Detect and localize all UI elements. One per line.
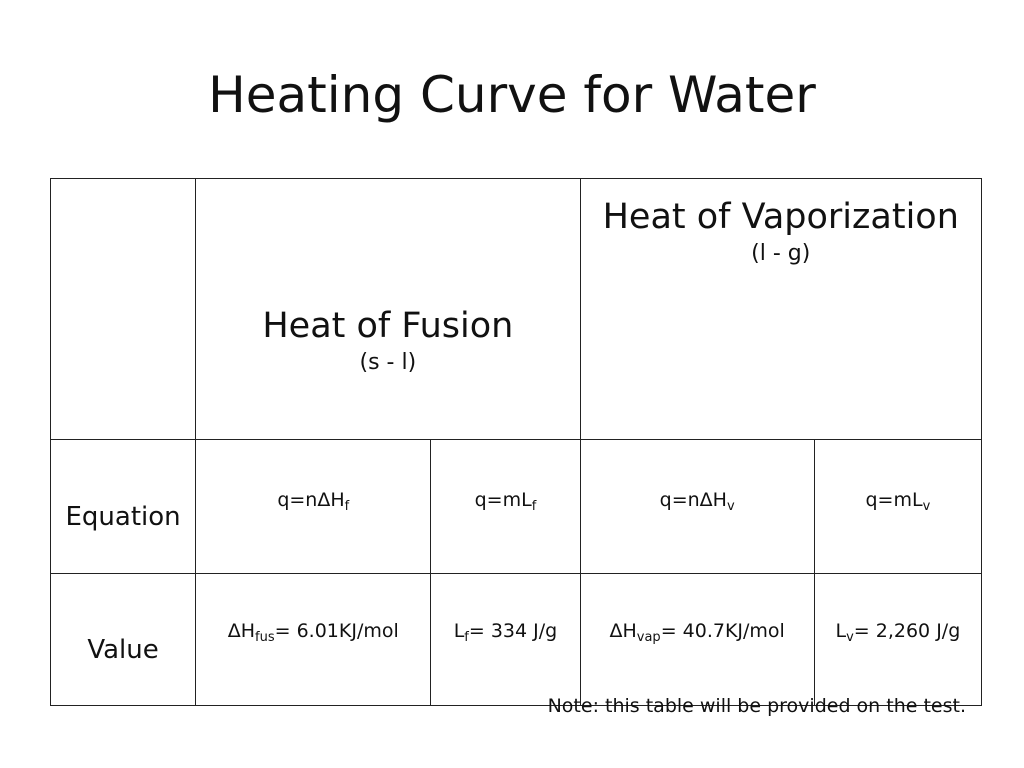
table-row: Value ΔHfus= 6.01KJ/mol Lf= 334 J/g ΔHva…	[49, 573, 983, 706]
value-cell-vaporization-mass: Lv= 2,260 J/g	[813, 573, 983, 706]
equation-row-label: Equation	[49, 439, 197, 574]
footnote: Note: this table will be provided on the…	[547, 695, 966, 717]
value-cell-fusion-mass: Lf= 334 J/g	[430, 573, 581, 706]
value-cell-fusion-molar: ΔHfus= 6.01KJ/mol	[195, 573, 432, 706]
equation-cell-vaporization-mass: q=mLv	[813, 439, 983, 574]
heat-of-vaporization-phase: (l - g)	[751, 241, 811, 266]
value-cell-vaporization-molar: ΔHvap= 40.7KJ/mol	[579, 573, 815, 706]
table-row: Equation q=nΔHf q=mLf q=nΔHv q=mLv	[49, 439, 983, 574]
heat-of-fusion-label: Heat of Fusion	[262, 306, 514, 346]
heat-of-vaporization-header: Heat of Vaporization (l - g)	[579, 178, 983, 440]
heat-of-fusion-header: Heat of Fusion (s - l)	[195, 178, 581, 440]
value-row-label: Value	[49, 573, 197, 706]
heat-table: Heat of Fusion (s - l) Heat of Vaporizat…	[49, 178, 983, 706]
heat-of-vaporization-label: Heat of Vaporization	[602, 197, 959, 237]
heat-of-fusion-phase: (s - l)	[359, 350, 417, 375]
table-header-row: Heat of Fusion (s - l) Heat of Vaporizat…	[49, 178, 983, 440]
empty-corner-cell	[49, 178, 197, 440]
equation-cell-fusion-molar: q=nΔHf	[195, 439, 432, 574]
equation-cell-fusion-mass: q=mLf	[430, 439, 581, 574]
equation-cell-vaporization-molar: q=nΔHv	[579, 439, 815, 574]
slide-title: Heating Curve for Water	[208, 66, 816, 124]
